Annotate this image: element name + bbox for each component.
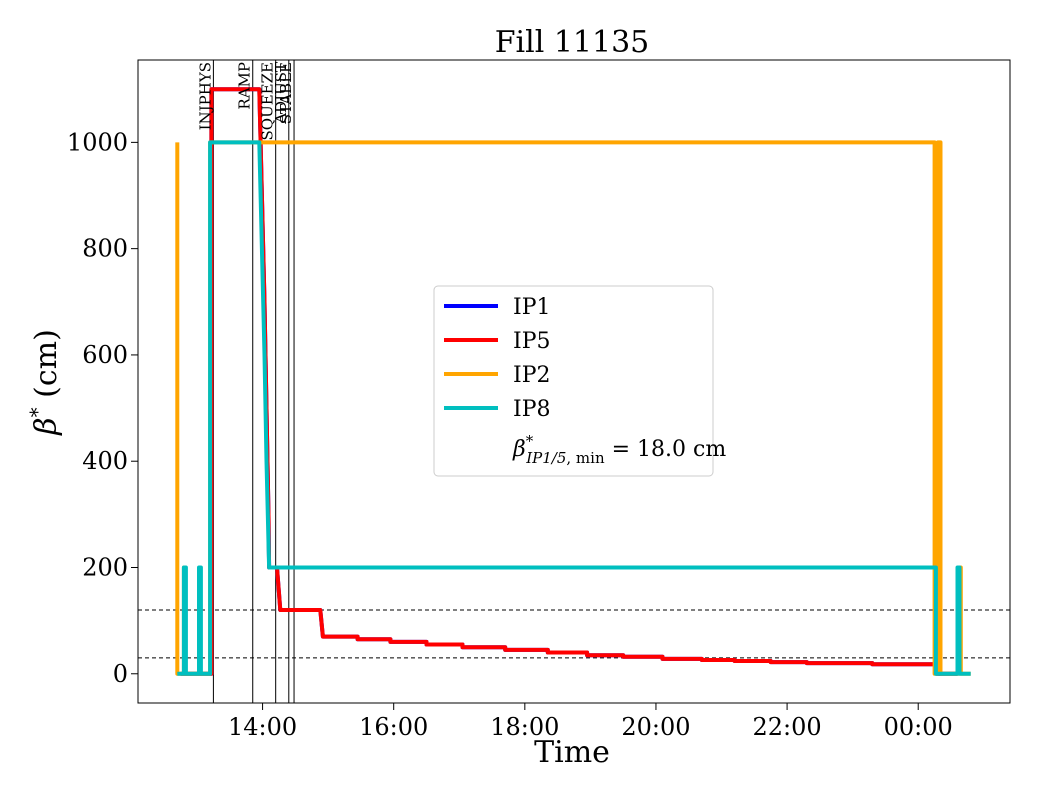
legend-note: β* IP1/5, min = 18.0 cm bbox=[512, 432, 726, 467]
series-line-ip8 bbox=[177, 140, 971, 676]
legend-box bbox=[433, 285, 714, 477]
y-tick-label: 400 bbox=[82, 447, 128, 475]
x-tick-label: 00:00 bbox=[884, 713, 953, 741]
phase-label-adjust: ADJUST bbox=[272, 62, 290, 125]
legend-label-ip1: IP1 bbox=[513, 295, 551, 320]
legend: IP1 IP5 IP2 IP8 β* IP1/5, min = 18.0 cm bbox=[433, 285, 726, 477]
phase-label-ramp: RAMP bbox=[236, 62, 254, 110]
legend-label-ip2: IP2 bbox=[513, 363, 551, 388]
y-tick-label: 1000 bbox=[67, 128, 128, 156]
plot-frame bbox=[137, 59, 1011, 704]
y-tick-label: 0 bbox=[113, 660, 128, 688]
phase-label-squeeze: SQUEEZE bbox=[259, 62, 277, 141]
plot-layer bbox=[138, 60, 1010, 703]
x-axis-title: Time bbox=[534, 735, 610, 770]
y-axis-title: β* (cm) bbox=[25, 329, 64, 436]
phase-label-injphys: INJPHYS bbox=[196, 62, 214, 130]
y-tick-label: 600 bbox=[82, 341, 128, 369]
x-tick-label: 20:00 bbox=[621, 713, 690, 741]
y-tick-label: 200 bbox=[82, 553, 128, 581]
x-tick-label: 18:00 bbox=[490, 713, 559, 741]
chart-title: Fill 11135 bbox=[495, 25, 650, 60]
legend-label-ip8: IP8 bbox=[513, 397, 551, 422]
x-tick-label: 16:00 bbox=[359, 713, 428, 741]
y-tick-label: 800 bbox=[82, 235, 128, 263]
phase-label-stable: STABLE bbox=[277, 62, 295, 124]
legend-label-ip5: IP5 bbox=[513, 329, 551, 354]
x-tick-label: 22:00 bbox=[752, 713, 821, 741]
x-tick-label: 14:00 bbox=[228, 713, 297, 741]
